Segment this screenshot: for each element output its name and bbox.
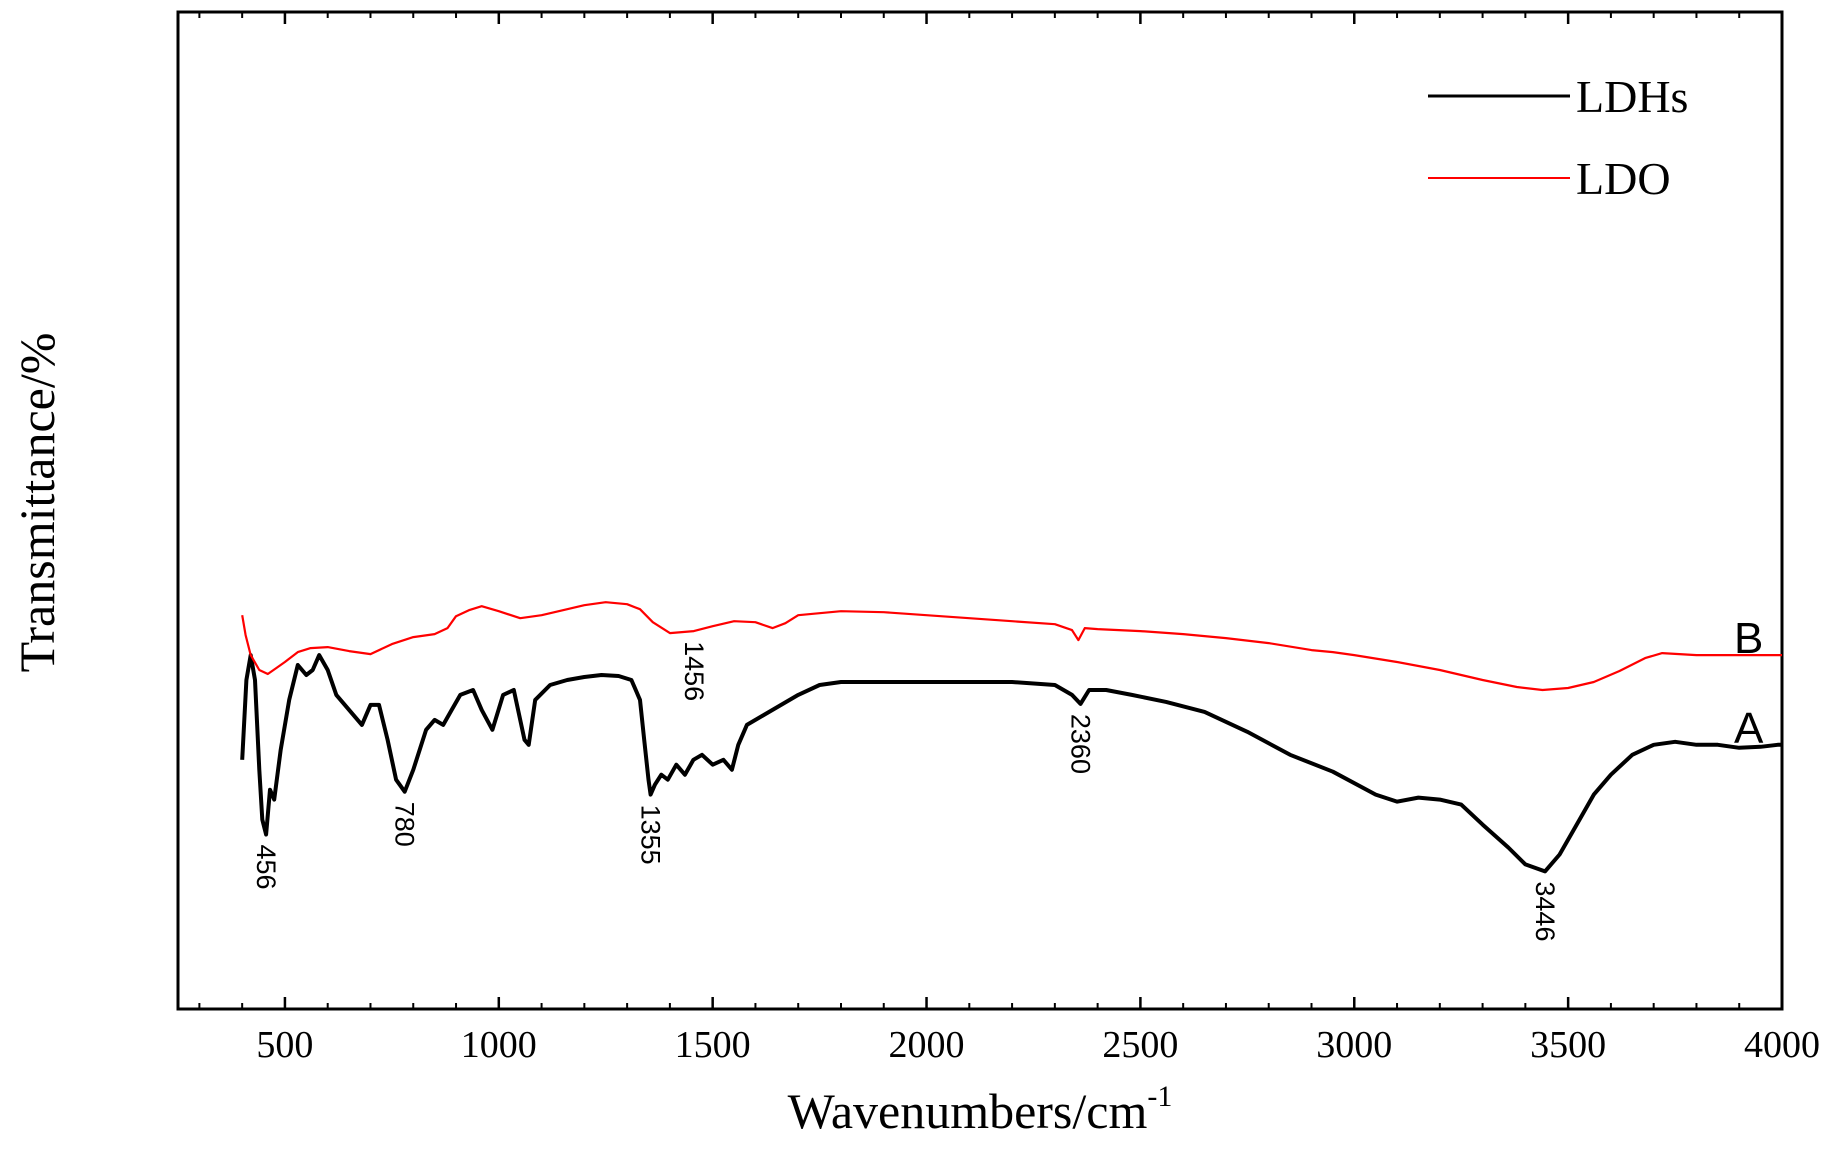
peak-label-2360: 2360 [1066, 714, 1096, 774]
legend-label-ldo: LDO [1576, 153, 1671, 204]
legend-label-ldhs: LDHs [1576, 71, 1688, 122]
x-tick-label-3500: 3500 [1530, 1024, 1606, 1066]
legend: LDHs LDO [1428, 71, 1688, 204]
x-tick-label-2000: 2000 [889, 1024, 965, 1066]
peak-label-3446: 3446 [1530, 881, 1560, 941]
plot-area-border [176, 10, 1784, 1011]
y-axis-title: Transmittance/% [9, 333, 65, 673]
x-tick-label-3000: 3000 [1316, 1024, 1392, 1066]
peak-label-1355: 1355 [636, 805, 666, 865]
curve-label-b: B [1734, 614, 1763, 663]
x-axis-title-text: Wavenumbers/cm [788, 1083, 1148, 1139]
x-tick-label-500: 500 [256, 1024, 313, 1066]
series-line-ldo [241, 601, 1782, 692]
curve-label-a: A [1734, 704, 1764, 753]
peak-label-456: 456 [251, 845, 281, 890]
series-line-ldhs [240, 653, 1784, 874]
peak-label-1456: 1456 [679, 641, 709, 701]
x-tick-label-2500: 2500 [1102, 1024, 1178, 1066]
x-axis-title: Wavenumbers/cm-1 [788, 1080, 1173, 1139]
x-tick-label-1000: 1000 [461, 1024, 537, 1066]
x-axis-title-superscript: -1 [1147, 1080, 1172, 1113]
x-tick-label-1500: 1500 [675, 1024, 751, 1066]
x-tick-label-4000: 4000 [1744, 1024, 1820, 1066]
peak-label-780: 780 [390, 802, 420, 847]
